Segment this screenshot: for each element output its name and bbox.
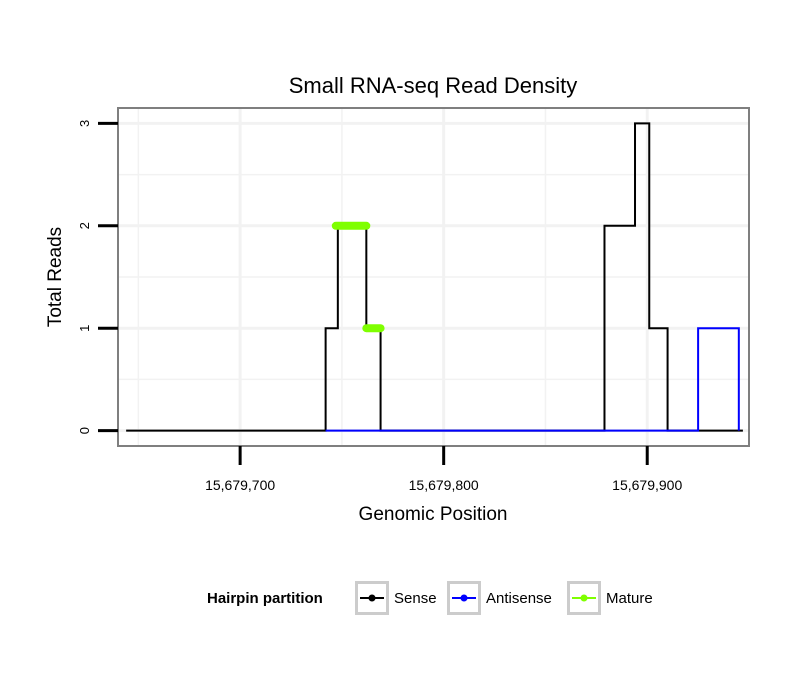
antisense-series-line bbox=[325, 327, 740, 432]
legend-label-mature: Mature bbox=[606, 590, 653, 607]
legend-key-point-antisense bbox=[460, 594, 468, 602]
legend-key-mature bbox=[567, 581, 601, 615]
x-axis: 15,679,700 15,679,800 15,679,900 bbox=[205, 446, 682, 493]
y-tick-label: 1 bbox=[77, 325, 92, 332]
x-axis-label: Genomic Position bbox=[359, 504, 508, 525]
y-tick-label: 2 bbox=[77, 222, 92, 229]
chart-title: Small RNA-seq Read Density bbox=[289, 73, 578, 98]
legend-key-point-mature bbox=[580, 594, 588, 602]
series-layer bbox=[126, 122, 743, 432]
legend-title: Hairpin partition bbox=[207, 590, 323, 607]
plot-border bbox=[117, 107, 750, 447]
y-axis-label: Total Reads bbox=[45, 227, 66, 327]
y-axis: 0 1 2 3 bbox=[77, 120, 118, 434]
legend-label-sense: Sense bbox=[394, 590, 437, 607]
y-tick-label: 3 bbox=[77, 120, 92, 127]
y-tick-label: 0 bbox=[77, 427, 92, 434]
legend-key-point-sense bbox=[368, 594, 376, 602]
x-tick-label: 15,679,900 bbox=[612, 477, 682, 493]
x-tick-label: 15,679,800 bbox=[409, 477, 479, 493]
legend: Hairpin partition Sense Antisense Mature bbox=[207, 581, 653, 615]
sense-series-line bbox=[126, 122, 743, 432]
plot-panel bbox=[117, 107, 750, 447]
legend-label-antisense: Antisense bbox=[486, 590, 552, 607]
x-tick-label: 15,679,700 bbox=[205, 477, 275, 493]
